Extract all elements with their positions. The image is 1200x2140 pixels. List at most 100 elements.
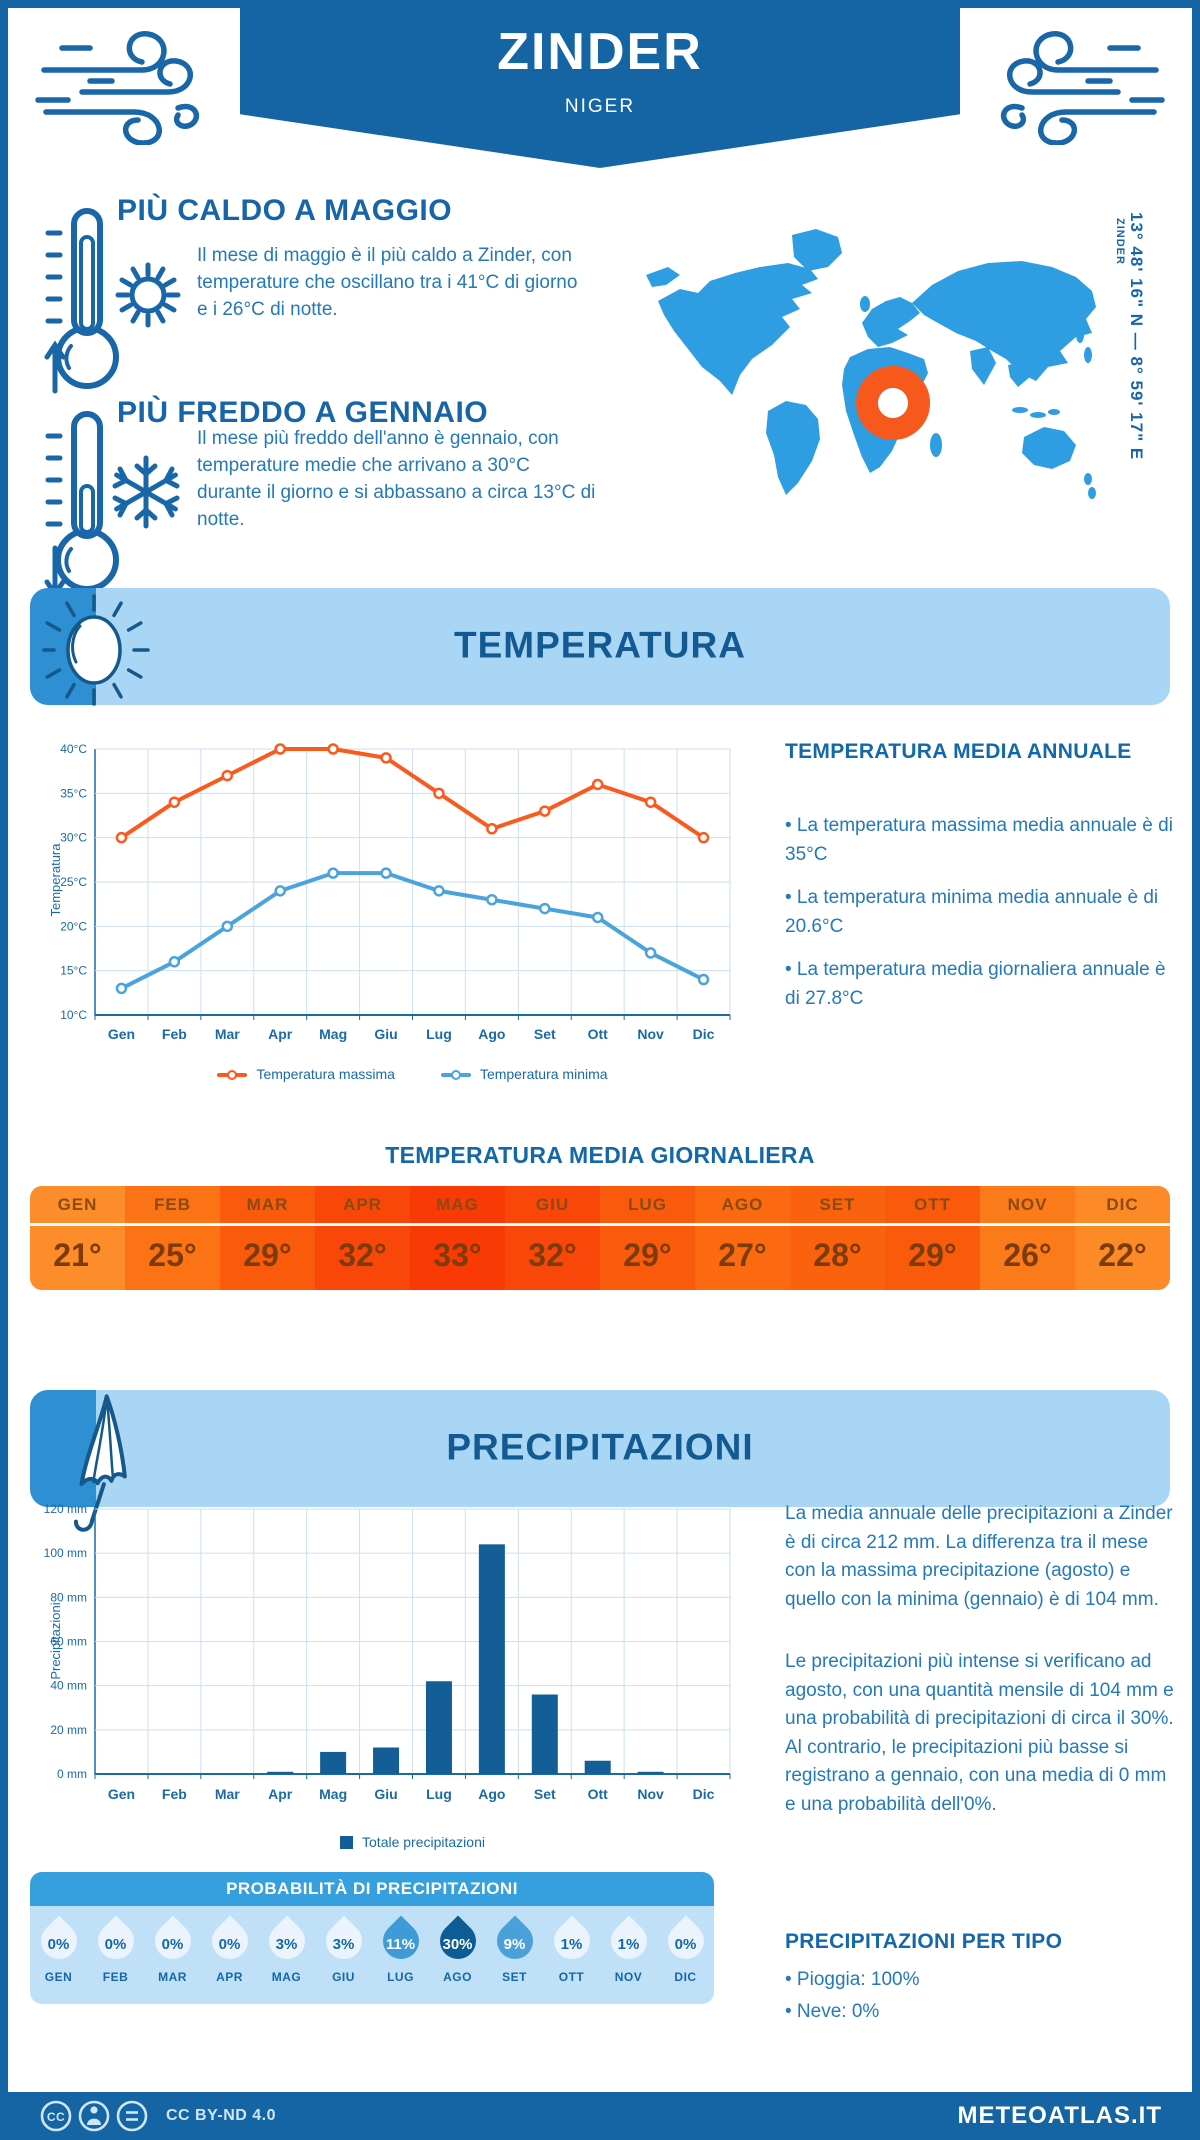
svg-text:Mag: Mag — [319, 1786, 347, 1802]
coordinates-value: 13° 48' 16" N — 8° 59' 17" E — [1127, 212, 1146, 461]
probability-month: OTT — [558, 1970, 585, 1984]
legend-marker — [450, 1069, 461, 1080]
svg-text:15°C: 15°C — [60, 964, 87, 978]
precipitation-chart-legend: Totale precipitazioni — [95, 1834, 730, 1850]
legend-item: Totale precipitazioni — [340, 1834, 485, 1850]
chart-bar — [478, 1544, 505, 1774]
thermometer-up-icon — [44, 208, 119, 394]
probability-month: GIU — [332, 1970, 355, 1984]
table-month-cell: GIU — [505, 1186, 600, 1223]
sun-icon — [115, 262, 181, 328]
legend-marker — [217, 1069, 248, 1080]
svg-text:100 mm: 100 mm — [44, 1546, 87, 1560]
monthly-temperature-table: GEN FEB MAR APR MAG GIU LUG AGO SET OTT NOV DIC 21°… — [30, 1186, 1170, 1290]
annual-max-bullet: • La temperatura massima media annuale è… — [785, 815, 1173, 865]
probability-month: SET — [502, 1970, 527, 1984]
chart-bar — [584, 1760, 611, 1774]
probability-value: 0% — [47, 1936, 70, 1953]
coordinates: 13° 48' 16" N — 8° 59' 17" E ZINDER — [1098, 212, 1146, 512]
svg-text:25°C: 25°C — [60, 875, 87, 889]
probability-value: 3% — [332, 1936, 355, 1953]
probability-value: 1% — [560, 1936, 583, 1953]
table-value-cell: 27° — [695, 1226, 790, 1290]
probability-droplet: 0% APR — [202, 1911, 257, 2004]
license-badge[interactable]: CC CC BY-ND 4.0 — [38, 2098, 276, 2134]
chart-point — [433, 885, 445, 897]
chart-point — [221, 769, 234, 782]
probability-value: 0% — [674, 1936, 697, 1953]
header-banner: ZINDER NIGER — [240, 0, 960, 168]
location-marker — [856, 366, 930, 440]
svg-text:Dic: Dic — [693, 1786, 715, 1802]
probability-value: 0% — [104, 1936, 127, 1953]
svg-text:Feb: Feb — [162, 1786, 187, 1802]
table-month-cell: NOV — [980, 1186, 1075, 1223]
legend-item: Temperatura massima — [217, 1066, 395, 1082]
svg-text:10°C: 10°C — [60, 1008, 87, 1022]
probability-droplet: 11% LUG — [373, 1911, 428, 2004]
probability-droplet: 1% NOV — [601, 1911, 656, 2004]
chart-line — [120, 747, 705, 840]
legend-marker — [227, 1069, 238, 1080]
chart-point — [380, 752, 392, 764]
svg-text:Mag: Mag — [319, 1026, 347, 1042]
svg-text:Giu: Giu — [374, 1786, 397, 1802]
cold-month-text: Il mese più freddo dell'anno è gennaio, … — [197, 428, 596, 530]
chart-point — [221, 920, 234, 933]
svg-text:Giu: Giu — [374, 1026, 397, 1042]
wind-icon — [35, 31, 200, 145]
svg-text:35°C: 35°C — [60, 786, 87, 800]
svg-text:Ott: Ott — [588, 1026, 609, 1042]
probability-month: FEB — [102, 1970, 129, 1984]
probability-droplet: 3% MAG — [259, 1911, 314, 2004]
probability-month: LUG — [387, 1970, 414, 1984]
probability-droplet: 0% DIC — [658, 1911, 713, 2004]
chart-point — [591, 778, 604, 791]
table-month-row: GEN FEB MAR APR MAG GIU LUG AGO SET OTT NOV DIC — [30, 1186, 1170, 1226]
svg-text:Gen: Gen — [108, 1786, 135, 1802]
page-border-left — [0, 0, 8, 2140]
chart-point — [644, 796, 657, 808]
chart-point — [274, 743, 286, 755]
svg-text:20 mm: 20 mm — [50, 1723, 87, 1737]
svg-text:40 mm: 40 mm — [50, 1679, 87, 1693]
probability-droplet: 3% GIU — [316, 1911, 371, 2004]
legend-label: Temperatura massima — [256, 1066, 395, 1082]
site-name[interactable]: METEOATLAS.IT — [957, 2102, 1162, 2129]
chart-bar — [373, 1747, 400, 1774]
svg-text:40°C: 40°C — [60, 742, 87, 756]
probability-value: 11% — [385, 1936, 416, 1953]
legend-marker — [440, 1069, 471, 1080]
page-border-right — [1192, 0, 1200, 2140]
table-value-cell: 29° — [220, 1226, 315, 1290]
page-subtitle: NIGER — [564, 96, 636, 117]
svg-text:Set: Set — [534, 1026, 556, 1042]
probability-month: GEN — [44, 1970, 73, 1984]
table-month-cell: MAR — [220, 1186, 315, 1223]
chart-line — [120, 871, 705, 991]
annual-temperature-title: TEMPERATURA MEDIA ANNUALE — [785, 740, 1132, 763]
rain-bullet: • Pioggia: 100% — [785, 1969, 920, 1990]
table-value-cell: 22° — [1075, 1226, 1170, 1290]
chart-point — [539, 805, 551, 817]
chart-point — [327, 867, 339, 879]
table-value-cell: 28° — [790, 1226, 885, 1290]
probability-month: APR — [216, 1970, 243, 1984]
temperature-section-banner: TEMPERATURA — [30, 588, 1170, 706]
svg-text:Ago: Ago — [478, 1786, 505, 1802]
svg-text:60 mm: 60 mm — [50, 1635, 87, 1649]
section-tab — [30, 1390, 96, 1507]
svg-text:Gen: Gen — [108, 1026, 135, 1042]
svg-text:Ago: Ago — [478, 1026, 505, 1042]
probability-value: 30% — [442, 1936, 473, 1953]
table-value-cell: 26° — [980, 1226, 1075, 1290]
svg-text:30°C: 30°C — [60, 831, 87, 845]
umbrella-icon — [73, 1394, 127, 1532]
svg-text:Apr: Apr — [268, 1786, 293, 1802]
svg-text:80 mm: 80 mm — [50, 1590, 87, 1604]
chart-bar — [267, 1771, 294, 1774]
table-value-cell: 32° — [315, 1226, 410, 1290]
svg-text:Apr: Apr — [268, 1026, 293, 1042]
chart-bar — [531, 1694, 558, 1774]
